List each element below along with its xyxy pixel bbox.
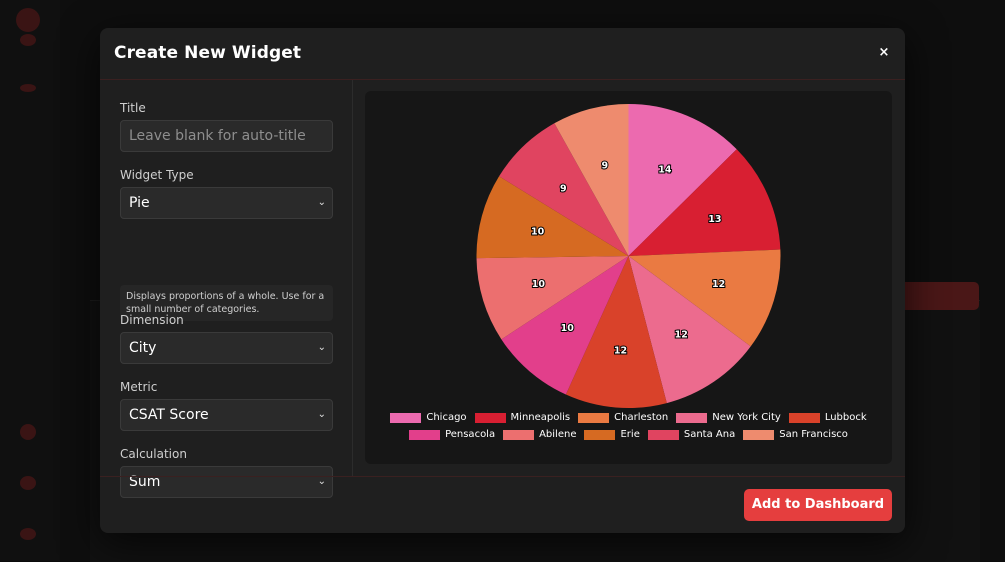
- legend-label: Santa Ana: [683, 429, 736, 440]
- legend-item-abilene[interactable]: Abilene: [503, 428, 576, 441]
- legend-swatch: [676, 412, 708, 423]
- pie-slice-label: 9: [601, 160, 608, 171]
- pie-slice-pensacola[interactable]: [501, 256, 629, 395]
- widget-type-label: Widget Type: [120, 168, 194, 182]
- backdrop-icon: [20, 528, 36, 540]
- legend-swatch: [647, 429, 679, 440]
- chevron-down-icon: ⌄: [317, 197, 326, 208]
- legend-item-chicago[interactable]: Chicago: [390, 411, 467, 424]
- legend-swatch: [474, 412, 506, 423]
- pie-slice-label: 12: [712, 279, 725, 290]
- pie-slice-label: 12: [614, 345, 627, 356]
- legend-label: Abilene: [539, 429, 577, 440]
- legend-label: New York City: [712, 412, 781, 423]
- pie-slice-chicago[interactable]: [628, 104, 737, 256]
- close-icon[interactable]: ×: [878, 45, 890, 60]
- legend-item-charleston[interactable]: Charleston: [578, 411, 668, 424]
- widget-settings-form: Title Leave blank for auto-title Widget …: [100, 80, 353, 498]
- backdrop-icon: [20, 34, 36, 46]
- metric-select[interactable]: CSAT Score ⌄: [120, 399, 333, 431]
- pie-slice-san-francisco[interactable]: [554, 104, 629, 256]
- pie-slice-label: 13: [708, 214, 721, 225]
- create-widget-modal: Create New Widget × Title Leave blank fo…: [100, 28, 905, 533]
- legend-label: San Francisco: [779, 429, 848, 440]
- widget-type-select[interactable]: Pie ⌄: [120, 187, 333, 219]
- pie-slice-label: 9: [560, 183, 567, 194]
- chevron-down-icon: ⌄: [317, 476, 326, 487]
- chart-preview: 14 13 12 12 12 10 10 10 9 9 Chicago Minneapolis Cha…: [365, 91, 892, 464]
- metric-label: Metric: [120, 380, 158, 394]
- add-to-dashboard-button[interactable]: Add to Dashboard: [744, 489, 892, 521]
- pie-slice-label: 14: [658, 165, 672, 176]
- pie-slice-santa-ana[interactable]: [499, 123, 629, 256]
- legend-swatch: [743, 429, 775, 440]
- legend-label: Charleston: [614, 412, 669, 423]
- legend-row: Pensacola Abilene Erie Santa Ana San Francis…: [365, 428, 892, 441]
- pie-slice-label: 10: [561, 323, 575, 334]
- pie-slice-label: 10: [531, 226, 545, 237]
- pie-chart: 14 13 12 12 12 10 10 10 9 9: [476, 104, 781, 408]
- dimension-label: Dimension: [120, 313, 184, 327]
- pie-slice-minneapolis[interactable]: [628, 149, 781, 256]
- widget-type-help: Displays proportions of a whole. Use for…: [120, 285, 333, 321]
- pie-slice-charleston[interactable]: [628, 249, 781, 347]
- backdrop-icon: [20, 424, 36, 440]
- backdrop-icon: [20, 476, 36, 490]
- legend-item-minneapolis[interactable]: Minneapolis: [474, 411, 571, 424]
- dimension-value: City: [129, 340, 157, 356]
- legend-label: Chicago: [426, 412, 467, 423]
- modal-header: Create New Widget ×: [100, 28, 905, 80]
- backdrop-icon: [20, 84, 36, 92]
- pie-slice-erie[interactable]: [476, 176, 629, 259]
- legend-item-santa-ana[interactable]: Santa Ana: [647, 428, 736, 441]
- calculation-select[interactable]: Sum ⌄: [120, 466, 333, 498]
- calculation-value: Sum: [129, 474, 161, 490]
- legend-swatch: [788, 412, 820, 423]
- chevron-down-icon: ⌄: [317, 409, 326, 420]
- title-input[interactable]: Leave blank for auto-title: [120, 120, 333, 152]
- pie-slice-abilene[interactable]: [476, 256, 629, 340]
- legend-swatch: [578, 412, 610, 423]
- dimension-select[interactable]: City ⌄: [120, 332, 333, 364]
- pie-slice-lubbock[interactable]: [565, 256, 667, 408]
- title-label: Title: [120, 101, 146, 115]
- widget-type-value: Pie: [129, 195, 150, 211]
- legend-swatch: [409, 429, 441, 440]
- legend-item-lubbock[interactable]: Lubbock: [788, 411, 867, 424]
- calculation-label: Calculation: [120, 447, 187, 461]
- pie-slice-label: 12: [675, 330, 688, 341]
- legend-item-san-francisco[interactable]: San Francisco: [743, 428, 848, 441]
- legend-item-new-york-city[interactable]: New York City: [676, 411, 781, 424]
- pie-slice-label: 10: [532, 279, 546, 290]
- legend-row: Chicago Minneapolis Charleston New York Cit…: [365, 411, 892, 424]
- backdrop-logo: [16, 8, 40, 32]
- legend-swatch: [503, 429, 535, 440]
- pie-slice-new-york-city[interactable]: [628, 256, 751, 404]
- legend-item-erie[interactable]: Erie: [584, 428, 640, 441]
- modal-title: Create New Widget: [114, 43, 302, 63]
- chevron-down-icon: ⌄: [317, 342, 326, 353]
- metric-value: CSAT Score: [129, 407, 209, 423]
- modal-footer: Add to Dashboard: [100, 476, 905, 533]
- legend-label: Minneapolis: [510, 412, 571, 423]
- legend-label: Pensacola: [445, 429, 496, 440]
- legend-swatch: [390, 412, 422, 423]
- backdrop-sidebar: [0, 0, 60, 561]
- legend-label: Lubbock: [824, 412, 867, 423]
- legend-swatch: [584, 429, 616, 440]
- legend-item-pensacola[interactable]: Pensacola: [409, 428, 495, 441]
- legend-label: Erie: [620, 429, 640, 440]
- backdrop-button: [897, 282, 979, 310]
- chart-legend: Chicago Minneapolis Charleston New York Cit…: [365, 411, 892, 445]
